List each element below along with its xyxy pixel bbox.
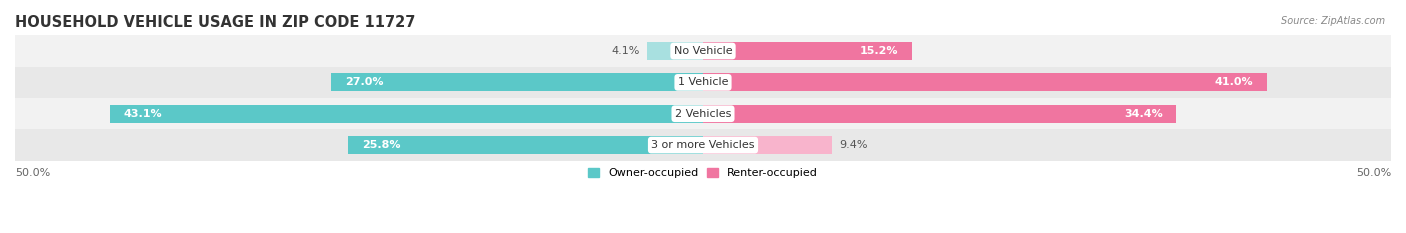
Text: 27.0%: 27.0% — [346, 77, 384, 87]
Text: 15.2%: 15.2% — [860, 46, 898, 56]
Bar — [15, 35, 1391, 67]
Bar — [703, 105, 1177, 123]
Text: 3 or more Vehicles: 3 or more Vehicles — [651, 140, 755, 150]
Text: 43.1%: 43.1% — [124, 109, 162, 119]
Text: 1 Vehicle: 1 Vehicle — [678, 77, 728, 87]
Text: 9.4%: 9.4% — [839, 140, 868, 150]
Text: No Vehicle: No Vehicle — [673, 46, 733, 56]
Bar — [110, 105, 703, 123]
Text: 2 Vehicles: 2 Vehicles — [675, 109, 731, 119]
Bar — [15, 67, 1391, 98]
Text: 4.1%: 4.1% — [612, 46, 640, 56]
Bar — [703, 73, 1267, 92]
Text: 41.0%: 41.0% — [1215, 77, 1253, 87]
Bar — [647, 42, 703, 60]
Text: HOUSEHOLD VEHICLE USAGE IN ZIP CODE 11727: HOUSEHOLD VEHICLE USAGE IN ZIP CODE 1172… — [15, 15, 415, 30]
Bar — [703, 42, 912, 60]
Bar — [332, 73, 703, 92]
Text: 50.0%: 50.0% — [15, 168, 51, 178]
Bar — [349, 136, 703, 154]
Bar — [15, 129, 1391, 161]
Text: 25.8%: 25.8% — [361, 140, 401, 150]
Text: 50.0%: 50.0% — [1355, 168, 1391, 178]
Text: Source: ZipAtlas.com: Source: ZipAtlas.com — [1281, 16, 1385, 26]
Text: 34.4%: 34.4% — [1123, 109, 1163, 119]
Bar — [703, 136, 832, 154]
Legend: Owner-occupied, Renter-occupied: Owner-occupied, Renter-occupied — [583, 164, 823, 183]
Bar — [15, 98, 1391, 129]
